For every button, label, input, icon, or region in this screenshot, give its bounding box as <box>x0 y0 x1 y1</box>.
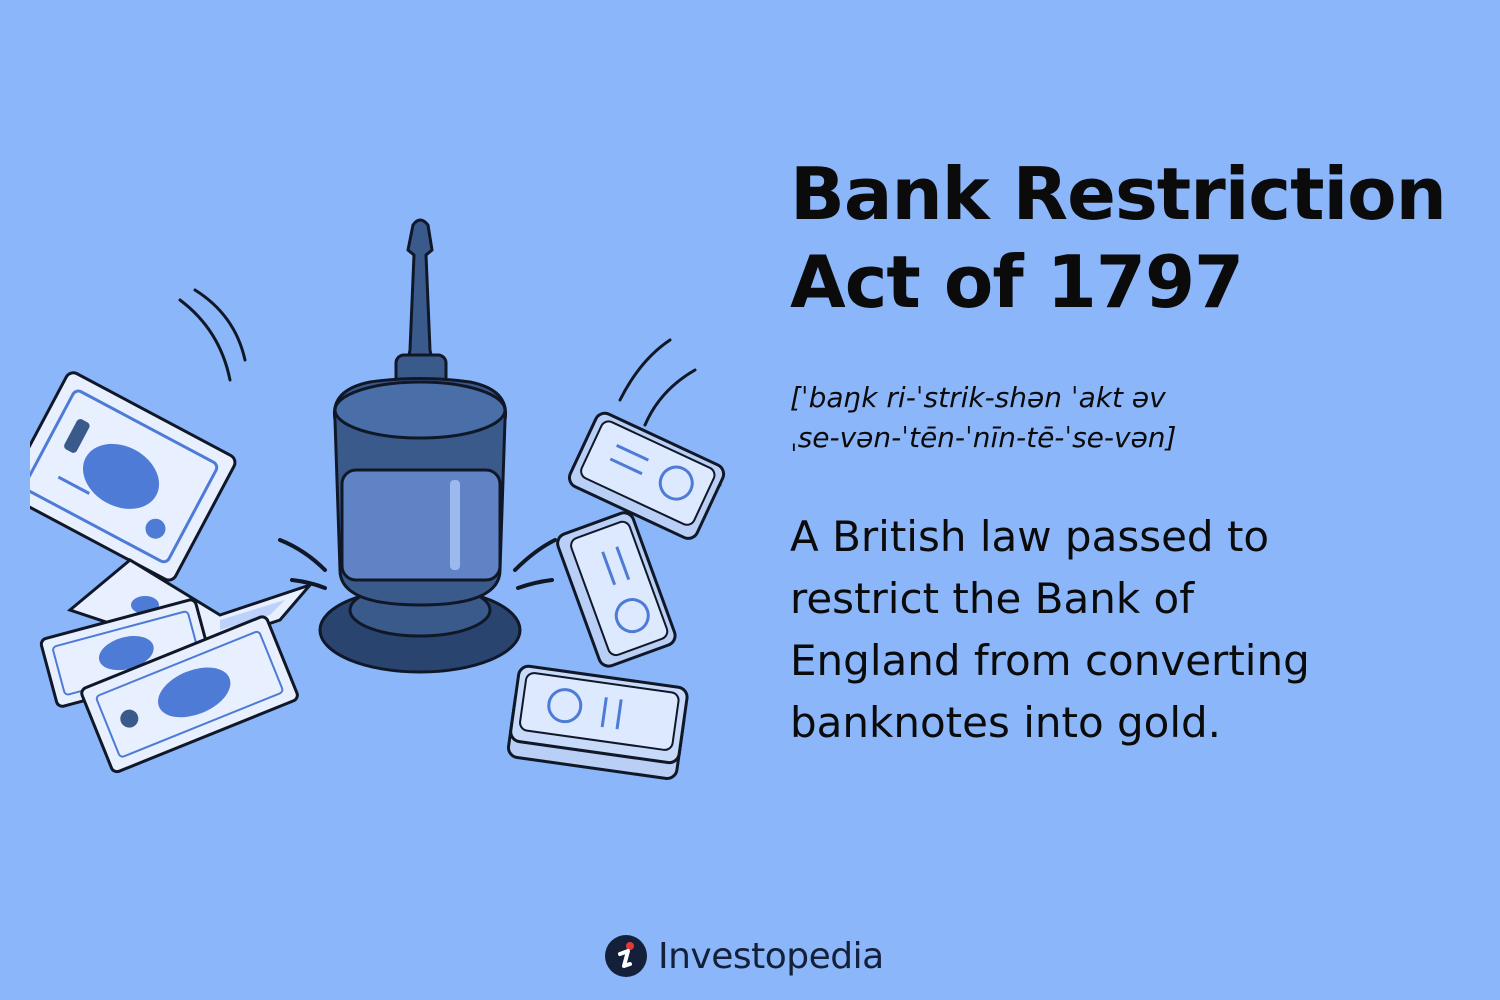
definition: A British law passed to restrict the Ban… <box>790 506 1480 754</box>
illustration <box>5 210 770 780</box>
silver-bar-icon <box>506 664 689 780</box>
definition-line-4: banknotes into gold. <box>790 698 1222 747</box>
silver-bar-icon <box>567 411 726 540</box>
brand-footer: Investopedia <box>604 934 884 978</box>
page-title: Bank Restriction Act of 1797 <box>790 150 1480 326</box>
investopedia-logo-icon <box>605 935 647 977</box>
definition-line-2: restrict the Bank of <box>790 574 1194 623</box>
title-line-2: Act of 1797 <box>790 240 1244 324</box>
title-line-1: Bank Restriction <box>790 152 1447 236</box>
gavel-icon <box>278 218 557 674</box>
brand-name: Investopedia <box>658 935 884 977</box>
banknote-icon <box>80 615 299 774</box>
silver-bar-icon <box>556 511 677 668</box>
pronunciation-line-2: ˌse-vən-ˈtēn-ˈnīn-tē-ˈse-vən] <box>790 421 1177 454</box>
banknote-icon <box>5 371 237 582</box>
text-block: Bank Restriction Act of 1797 [ˈbaŋk ri-ˈ… <box>790 150 1480 754</box>
definition-line-3: England from converting <box>790 636 1310 685</box>
pronunciation: [ˈbaŋk ri-ˈstrik-shən ˈakt əv ˌse-vən-ˈt… <box>790 378 1480 458</box>
definition-line-1: A British law passed to <box>790 512 1270 561</box>
pronunciation-line-1: [ˈbaŋk ri-ˈstrik-shən ˈakt əv <box>790 381 1166 414</box>
